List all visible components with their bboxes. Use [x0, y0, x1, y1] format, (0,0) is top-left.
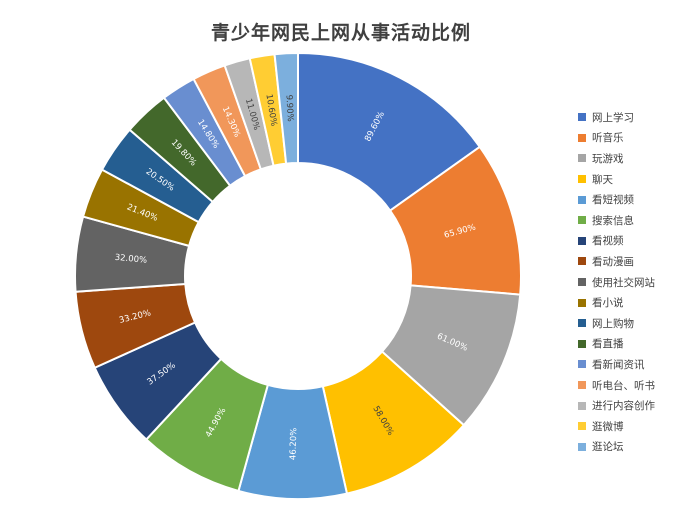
legend-swatch — [578, 298, 586, 307]
legend-item: 看视频 — [578, 231, 655, 252]
legend-swatch — [578, 216, 586, 225]
legend-swatch — [578, 339, 586, 348]
legend-label: 玩游戏 — [592, 152, 624, 165]
legend-swatch — [578, 442, 586, 451]
legend-item: 网上购物 — [578, 313, 655, 334]
legend-label: 看动漫画 — [592, 255, 634, 268]
legend-label: 看直播 — [592, 338, 624, 351]
legend-label: 网上学习 — [592, 111, 634, 124]
legend-item: 看新闻资讯 — [578, 354, 655, 375]
legend-swatch — [578, 319, 586, 328]
legend-swatch — [578, 278, 586, 287]
data-label-17: 9.90% — [283, 94, 294, 122]
legend-label: 聊天 — [592, 173, 613, 186]
legend-label: 听电台、听书 — [592, 379, 655, 392]
legend-label: 听音乐 — [592, 132, 624, 145]
legend-swatch — [578, 175, 586, 184]
legend-item: 听音乐 — [578, 128, 655, 149]
legend-item: 听电台、听书 — [578, 375, 655, 396]
legend-label: 搜索信息 — [592, 214, 634, 227]
legend-item: 看直播 — [578, 334, 655, 355]
legend-swatch — [578, 113, 586, 122]
legend-swatch — [578, 236, 586, 245]
legend-swatch — [578, 154, 586, 163]
legend-label: 逛论坛 — [592, 441, 624, 454]
legend-swatch — [578, 133, 586, 142]
legend-item: 使用社交网站 — [578, 272, 655, 293]
legend-swatch — [578, 257, 586, 266]
legend-item: 聊天 — [578, 169, 655, 190]
legend-label: 看视频 — [592, 235, 624, 248]
slice-17 — [273, 51, 299, 165]
legend-swatch — [578, 360, 586, 369]
chart-legend: 网上学习听音乐玩游戏聊天看短视频搜索信息看视频看动漫画使用社交网站 看小说网上购物… — [578, 107, 655, 457]
legend-item: 看动漫画 — [578, 251, 655, 272]
chart-title: 青少年网民上网从事活动比例 — [210, 22, 471, 44]
legend-item: 逛论坛 — [578, 437, 655, 458]
legend-label: 进行内容创作 — [592, 400, 655, 413]
legend-item: 逛微博 — [578, 416, 655, 437]
legend-label: 网上购物 — [592, 317, 634, 330]
legend-swatch — [578, 401, 586, 410]
slice-1 — [297, 51, 482, 212]
legend-label: 看小说 — [592, 297, 624, 310]
data-label-5: 46.20% — [288, 428, 299, 461]
legend-item: 玩游戏 — [578, 148, 655, 169]
legend-item: 看短视频 — [578, 189, 655, 210]
legend-swatch — [578, 422, 586, 431]
data-label-9: 32.00% — [114, 253, 147, 266]
legend-swatch — [578, 195, 586, 204]
legend-label: 逛微博 — [592, 420, 624, 433]
legend-label: 使用社交网站 — [592, 276, 655, 289]
legend-item: 看小说 — [578, 292, 655, 313]
legend-item: 搜索信息 — [578, 210, 655, 231]
legend-item: 网上学习 — [578, 107, 655, 128]
legend-swatch — [578, 381, 586, 390]
legend-item: 进行内容创作 — [578, 395, 655, 416]
legend-label: 看新闻资讯 — [592, 358, 645, 371]
legend-label: 看短视频 — [592, 194, 634, 207]
